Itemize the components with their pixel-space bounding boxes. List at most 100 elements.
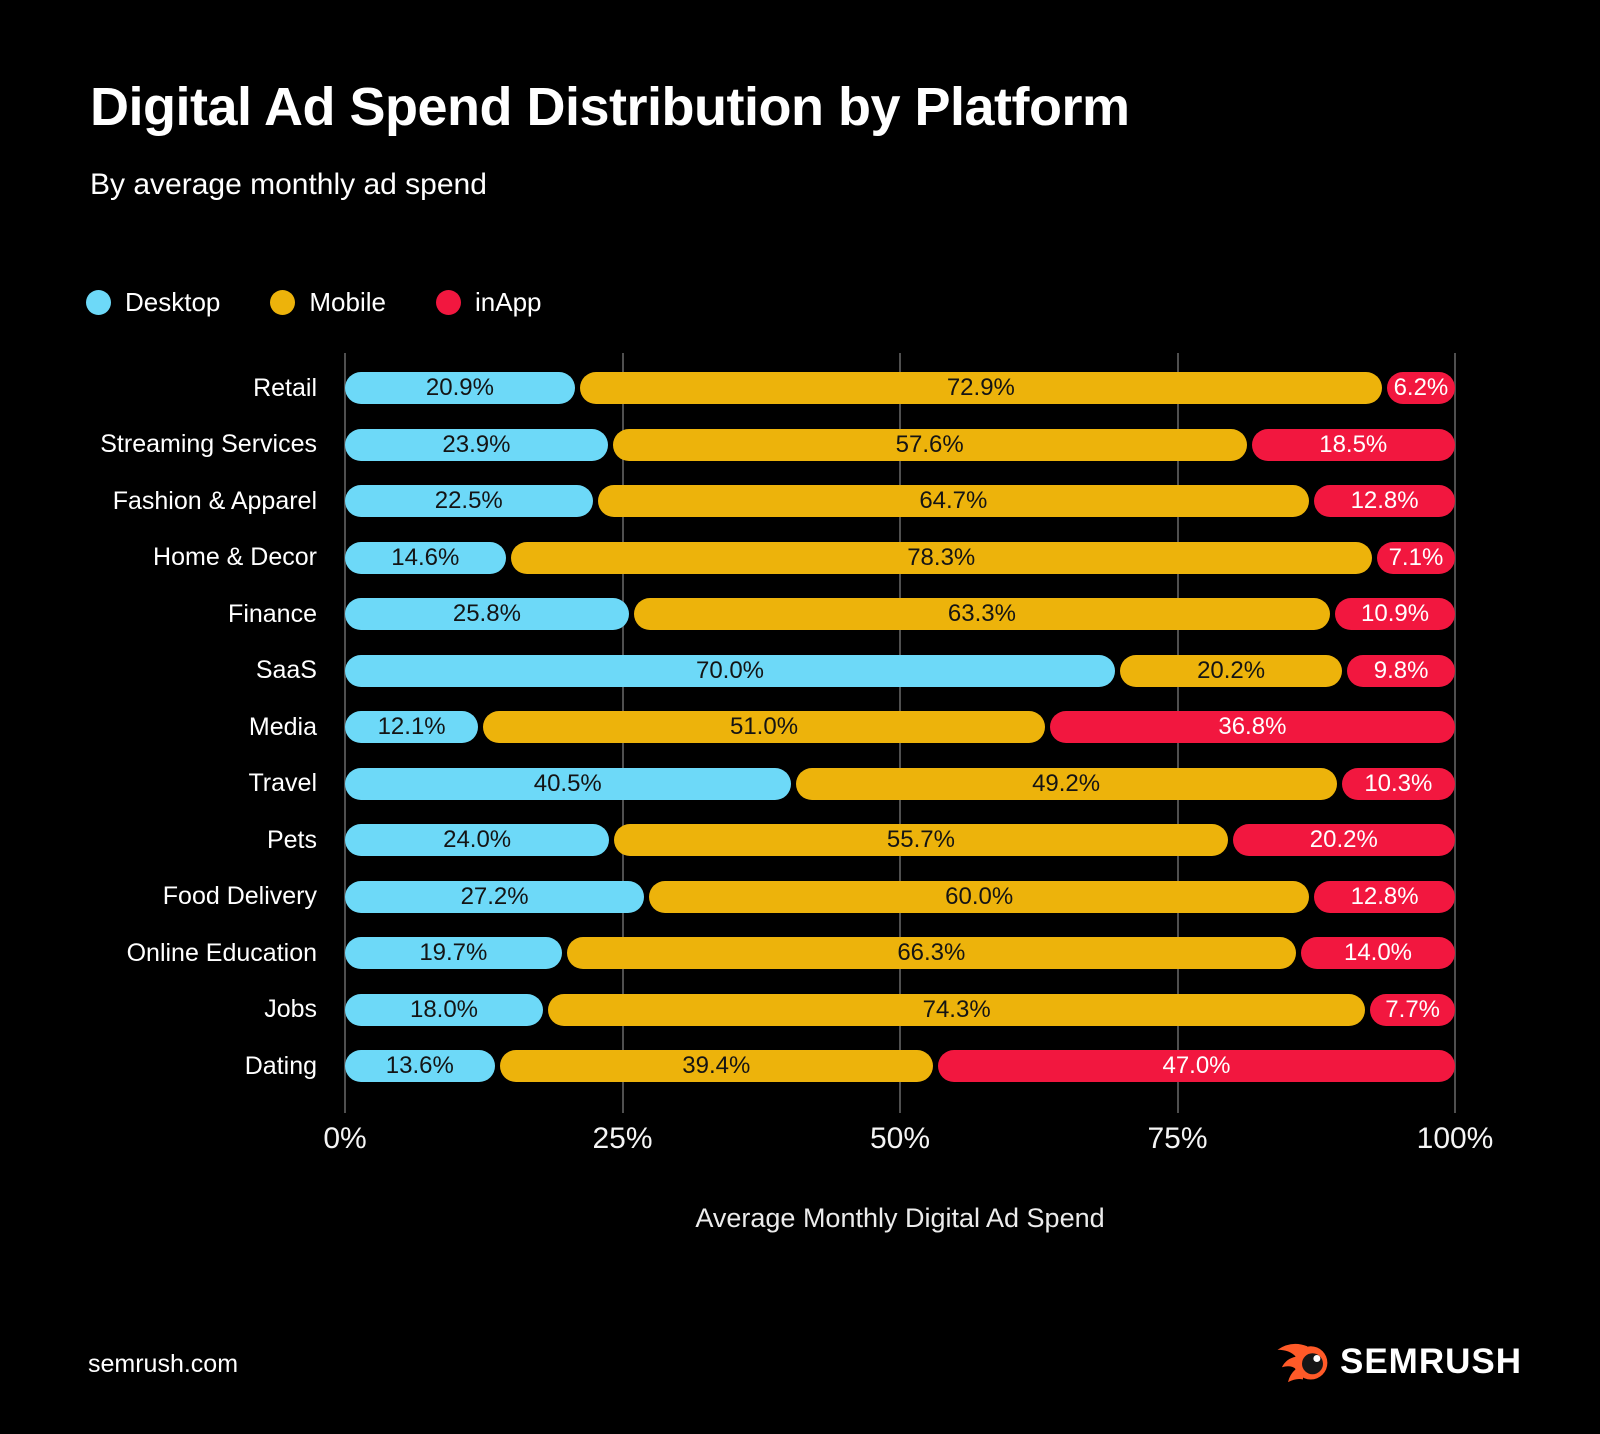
- bar-segment-mobile: 74.3%: [548, 993, 1366, 1026]
- bar-segment-inapp: 6.2%: [1386, 372, 1456, 405]
- stacked-bar: 20.9% 72.9% 6.2%: [345, 372, 1456, 405]
- gridline: [1454, 353, 1456, 1113]
- category-label: Streaming Services: [100, 430, 317, 459]
- category-label: SaaS: [255, 656, 317, 685]
- bar-row: Finance 25.8% 63.3% 10.9%: [228, 586, 1455, 643]
- stacked-bar: 23.9% 57.6% 18.5%: [345, 428, 1455, 461]
- bar-row: Home & Decor 14.6% 78.3% 7.1%: [153, 530, 1455, 587]
- bar-segment-mobile: 78.3%: [510, 541, 1372, 574]
- bar-segment-desktop: 18.0%: [345, 993, 543, 1026]
- bar-segment-inapp: 12.8%: [1314, 485, 1455, 518]
- bar-segment-inapp: 47.0%: [938, 1050, 1455, 1083]
- bar-segment-desktop: 24.0%: [345, 824, 610, 857]
- legend-swatch-mobile-icon: [270, 290, 296, 315]
- brand-name: SEMRUSH: [1339, 1342, 1522, 1381]
- page-title: Digital Ad Spend Distribution by Platfor…: [90, 77, 1130, 137]
- x-axis-label: Average Monthly Digital Ad Spend: [695, 1203, 1105, 1233]
- bar-row: Fashion & Apparel 22.5% 64.7% 12.8%: [113, 473, 1455, 530]
- bar-row: Travel 40.5% 49.2% 10.3%: [248, 756, 1455, 813]
- bar-segment-inapp: 10.3%: [1341, 767, 1455, 800]
- stacked-bar: 70.0% 20.2% 9.8%: [345, 654, 1455, 687]
- brand-logo: SEMRUSH: [1274, 1336, 1522, 1388]
- bar-row: Streaming Services 23.9% 57.6% 18.5%: [100, 417, 1455, 474]
- category-label: Finance: [228, 599, 317, 628]
- bar-segment-desktop: 70.0%: [345, 654, 1115, 687]
- x-tick-label: 0%: [323, 1122, 367, 1155]
- legend-swatch-inapp-icon: [435, 290, 461, 315]
- gridline: [344, 353, 346, 1113]
- bar-row: Jobs 18.0% 74.3% 7.7%: [264, 982, 1455, 1039]
- bar-row: Online Education 19.7% 66.3% 14.0%: [127, 925, 1455, 982]
- bar-row: Media 12.1% 51.0% 36.8%: [249, 699, 1455, 756]
- stacked-bar: 13.6% 39.4% 47.0%: [345, 1050, 1455, 1083]
- stacked-bar: 18.0% 74.3% 7.7%: [345, 993, 1455, 1026]
- x-tick-label: 75%: [1147, 1122, 1208, 1155]
- bar-segment-mobile: 72.9%: [579, 372, 1382, 405]
- bar-segment-desktop: 19.7%: [345, 937, 562, 970]
- bar-segment-mobile: 49.2%: [795, 767, 1337, 800]
- legend-label-mobile: Mobile: [309, 287, 386, 317]
- bar-segment-desktop: 14.6%: [345, 541, 506, 574]
- stacked-bar: 22.5% 64.7% 12.8%: [345, 485, 1455, 518]
- bar-segment-desktop: 12.1%: [345, 711, 479, 744]
- bar-segment-inapp: 14.0%: [1301, 937, 1455, 970]
- bar-segment-desktop: 22.5%: [345, 485, 593, 518]
- bar-row: Retail 20.9% 72.9% 6.2%: [253, 360, 1456, 417]
- category-label: Dating: [244, 1051, 317, 1080]
- legend-item-desktop: Desktop: [86, 287, 220, 318]
- stacked-bar: 40.5% 49.2% 10.3%: [345, 767, 1455, 800]
- category-label: Fashion & Apparel: [112, 486, 317, 515]
- bar-segment-inapp: 12.8%: [1314, 880, 1455, 913]
- bar-segment-inapp: 20.2%: [1232, 824, 1455, 857]
- bar-segment-mobile: 66.3%: [566, 937, 1296, 970]
- category-label: Travel: [248, 769, 317, 798]
- page-subtitle: By average monthly ad spend: [90, 168, 487, 201]
- bar-segment-desktop: 20.9%: [345, 372, 575, 405]
- category-label: Jobs: [264, 995, 317, 1024]
- bar-segment-inapp: 36.8%: [1049, 711, 1455, 744]
- x-tick-label: 25%: [592, 1122, 653, 1155]
- bar-segment-mobile: 63.3%: [633, 598, 1331, 631]
- bar-segment-inapp: 9.8%: [1347, 654, 1455, 687]
- legend-item-inapp: inApp: [435, 287, 542, 318]
- bar-segment-inapp: 7.7%: [1370, 993, 1455, 1026]
- category-label: Media: [248, 712, 317, 741]
- stacked-bar: 25.8% 63.3% 10.9%: [345, 598, 1455, 631]
- bar-segment-mobile: 51.0%: [483, 711, 1045, 744]
- plot-area: Retail 20.9% 72.9% 6.2% Streaming Services 23…: [100, 353, 1456, 1113]
- legend-label-inapp: inApp: [474, 287, 542, 317]
- bar-segment-mobile: 55.7%: [614, 824, 1228, 857]
- category-label: Retail: [253, 373, 317, 402]
- footer-url: semrush.com: [88, 1350, 239, 1378]
- legend-item-mobile: Mobile: [270, 287, 386, 318]
- bar-segment-desktop: 27.2%: [345, 880, 645, 913]
- bar-segment-inapp: 18.5%: [1251, 428, 1455, 461]
- bar-segment-mobile: 20.2%: [1120, 654, 1343, 687]
- bar-segment-desktop: 23.9%: [345, 428, 608, 461]
- stacked-bar: 24.0% 55.7% 20.2%: [345, 824, 1455, 857]
- bar-segment-desktop: 40.5%: [345, 767, 791, 800]
- bar-segment-desktop: 13.6%: [345, 1050, 495, 1083]
- bar-segment-mobile: 64.7%: [597, 485, 1310, 518]
- category-label: Home & Decor: [153, 543, 317, 572]
- x-tick-label: 100%: [1416, 1122, 1494, 1155]
- bar-row: SaaS 70.0% 20.2% 9.8%: [256, 643, 1455, 700]
- stacked-bar: 14.6% 78.3% 7.1%: [345, 541, 1455, 574]
- stacked-bar: 19.7% 66.3% 14.0%: [345, 937, 1455, 970]
- bar-row: Food Delivery 27.2% 60.0% 12.8%: [163, 869, 1455, 926]
- legend-swatch-desktop-icon: [86, 290, 111, 315]
- bar-segment-desktop: 25.8%: [345, 598, 629, 631]
- x-axis-ticks: 0% 25% 50% 75% 100%: [323, 1122, 1493, 1162]
- legend: Desktop Mobile inApp: [86, 287, 541, 318]
- bar-segment-mobile: 39.4%: [499, 1050, 933, 1083]
- category-label: Food Delivery: [162, 882, 317, 911]
- x-tick-label: 50%: [869, 1122, 931, 1155]
- bar-segment-mobile: 60.0%: [649, 880, 1310, 913]
- semrush-flame-icon: [1277, 1343, 1328, 1383]
- bar-segment-mobile: 57.6%: [612, 428, 1247, 461]
- category-label: Online Education: [126, 938, 317, 967]
- legend-label-desktop: Desktop: [125, 287, 221, 317]
- bar-rows: Retail 20.9% 72.9% 6.2% Streaming Services 23…: [100, 360, 1456, 1095]
- bar-segment-inapp: 10.9%: [1335, 598, 1455, 631]
